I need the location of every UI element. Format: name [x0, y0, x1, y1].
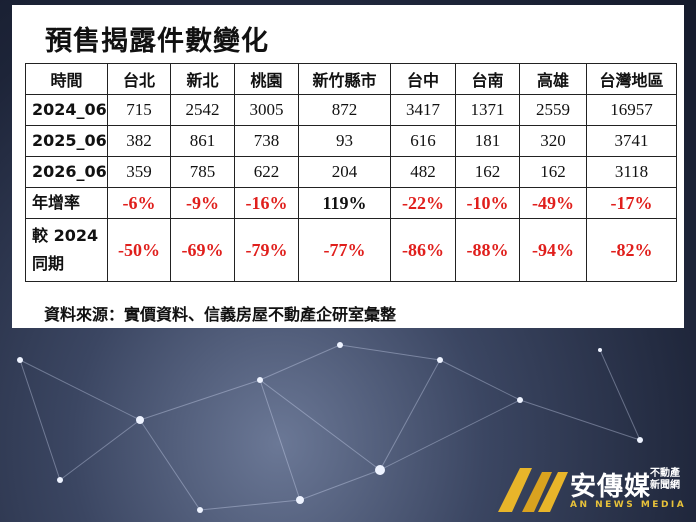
table-row: 2026_06 359 785 622 204 482 162 162 3118 [25, 156, 677, 188]
source-note: 資料來源：實價資料、信義房屋不動產企研室彙整 [44, 305, 397, 324]
table-cell: -49% [519, 187, 587, 219]
title: 預售揭露件數變化 [45, 26, 269, 57]
table-cell: -86% [390, 218, 456, 282]
row-label: 2024_06 [25, 94, 108, 126]
table-cell: 119% [298, 187, 391, 219]
table-cell: 738 [234, 125, 299, 157]
table-cell: 3118 [586, 156, 677, 188]
header-cell: 新北 [170, 63, 235, 95]
table-cell: 3417 [390, 94, 456, 126]
header-cell: 台南 [455, 63, 520, 95]
table-cell: 872 [298, 94, 391, 126]
row-label: 較 2024 同期 [25, 218, 108, 282]
row-label: 2026_06 [25, 156, 108, 188]
content-panel: 預售揭露件數變化 時間 台北 新北 桃園 新竹縣市 台中 台南 高雄 台灣地區 2024_06 71… [12, 5, 684, 328]
table-cell: 204 [298, 156, 391, 188]
logo-mark [498, 468, 568, 512]
table-cell: 181 [455, 125, 520, 157]
table-cell: -9% [170, 187, 235, 219]
table-cell: 359 [107, 156, 171, 188]
table-cell: 785 [170, 156, 235, 188]
header-cell: 時間 [25, 63, 108, 95]
header-row: 時間 台北 新北 桃園 新竹縣市 台中 台南 高雄 台灣地區 [25, 63, 677, 95]
table-cell: -88% [455, 218, 520, 282]
table-cell: 715 [107, 94, 171, 126]
table-cell: -17% [586, 187, 677, 219]
table-cell: 162 [519, 156, 587, 188]
table-row: 年增率 -6% -9% -16% 119% -22% -10% -49% -17% [25, 187, 677, 219]
table-cell: 162 [455, 156, 520, 188]
data-table: 時間 台北 新北 桃園 新竹縣市 台中 台南 高雄 台灣地區 2024_06 715 2542 3005… [25, 63, 677, 282]
header-cell: 桃園 [234, 63, 299, 95]
table-cell: -10% [455, 187, 520, 219]
table-cell: -79% [234, 218, 299, 282]
table-cell: -6% [107, 187, 171, 219]
header-cell: 高雄 [519, 63, 587, 95]
header-cell: 台灣地區 [586, 63, 677, 95]
table-cell: 93 [298, 125, 391, 157]
table-cell: -22% [390, 187, 456, 219]
logo-sub: 不動產新聞網 [650, 468, 680, 491]
table-row: 2024_06 715 2542 3005 872 3417 1371 2559 16957 [25, 94, 677, 126]
table-cell: 1371 [455, 94, 520, 126]
table-cell: 3741 [586, 125, 677, 157]
header-cell: 新竹縣市 [298, 63, 391, 95]
table-row: 較 2024 同期 -50% -69% -79% -77% -86% -88% -94% -82… [25, 218, 677, 282]
table-cell: -94% [519, 218, 587, 282]
table-cell: -82% [586, 218, 677, 282]
header-cell: 台中 [390, 63, 456, 95]
table-cell: 2559 [519, 94, 587, 126]
table-cell: 861 [170, 125, 235, 157]
table-cell: -77% [298, 218, 391, 282]
table-cell: -16% [234, 187, 299, 219]
logo-name: 安傳媒 [570, 472, 652, 502]
header-cell: 台北 [107, 63, 171, 95]
row-label: 年增率 [25, 187, 108, 219]
table-cell: 482 [390, 156, 456, 188]
row-label: 2025_06 [25, 125, 108, 157]
table-cell: -69% [170, 218, 235, 282]
table-cell: 622 [234, 156, 299, 188]
table-cell: 3005 [234, 94, 299, 126]
table-cell: 616 [390, 125, 456, 157]
table-cell: -50% [107, 218, 171, 282]
table-cell: 382 [107, 125, 171, 157]
table-row: 2025_06 382 861 738 93 616 181 320 3741 [25, 125, 677, 157]
logo-en: AN NEWS MEDIA [570, 500, 687, 510]
table-cell: 16957 [586, 94, 677, 126]
table-cell: 2542 [170, 94, 235, 126]
table-cell: 320 [519, 125, 587, 157]
